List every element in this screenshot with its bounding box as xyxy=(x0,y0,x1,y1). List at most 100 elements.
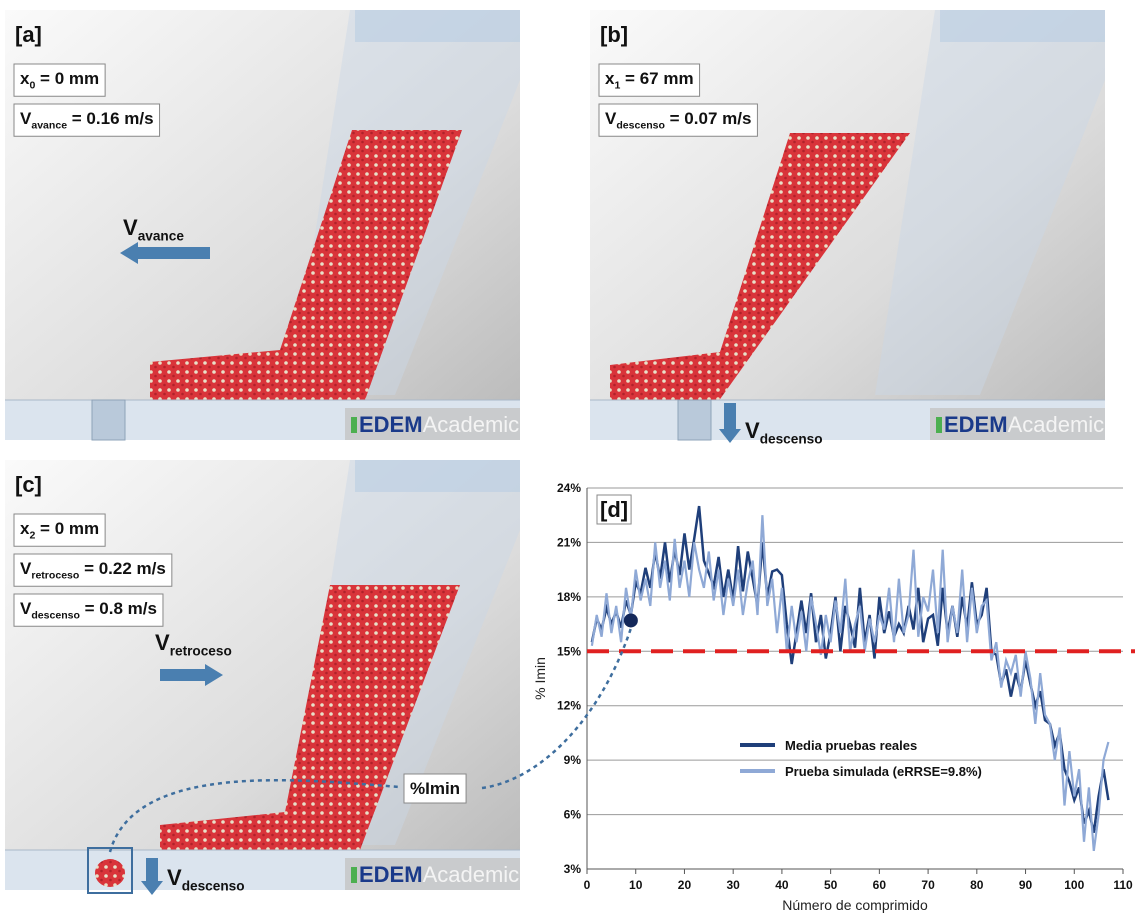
main: V xyxy=(605,109,617,128)
series-line xyxy=(590,515,1110,852)
x-tick-label: 90 xyxy=(1019,878,1033,892)
y-tick-label: 9% xyxy=(564,753,582,767)
rest: = 0.8 m/s xyxy=(80,599,157,618)
sub: descenso xyxy=(182,879,245,894)
sub: descenso xyxy=(760,432,823,447)
x-axis-title: Número de comprimido xyxy=(782,897,928,913)
arrow xyxy=(160,664,223,686)
text-box xyxy=(13,103,161,137)
logo: EDEMAcademic xyxy=(359,862,519,887)
hopper-top xyxy=(940,10,1105,42)
x-tick-label: 60 xyxy=(873,878,887,892)
parameter: x1 = 67 mm xyxy=(605,69,694,91)
x-tick-label: 80 xyxy=(970,878,984,892)
logo-bg xyxy=(345,408,520,440)
sample xyxy=(95,859,125,887)
hopper xyxy=(875,10,1105,395)
x-tick-label: 110 xyxy=(1113,878,1133,892)
arrow-label: Vavance xyxy=(123,215,184,244)
y-tick-label: 24% xyxy=(557,481,581,495)
logo-light: Academic xyxy=(1008,412,1105,437)
y-tick-label: 3% xyxy=(564,862,582,876)
arrow-label: Vretroceso xyxy=(155,630,232,659)
text-box xyxy=(403,773,467,804)
series-line xyxy=(590,505,1110,833)
logo-icon xyxy=(936,417,942,433)
hopper-top xyxy=(355,460,520,492)
arrow xyxy=(719,403,741,443)
parameter: x2 = 0 mm xyxy=(20,519,99,541)
callout-link xyxy=(108,778,401,853)
y-tick-label: 21% xyxy=(557,535,581,549)
logo-icon xyxy=(351,417,357,433)
parameter: Vavance = 0.16 m/s xyxy=(20,109,154,131)
logo-bold: EDEM xyxy=(359,862,423,887)
main: V xyxy=(20,599,32,618)
rest: = 0 mm xyxy=(35,69,99,88)
powder-bed xyxy=(160,585,460,850)
y-tick-label: 18% xyxy=(557,590,581,604)
text-box xyxy=(13,513,106,547)
sub: 2 xyxy=(29,529,35,541)
logo-bg xyxy=(345,858,520,890)
sub: 1 xyxy=(614,79,620,91)
y-tick-label: 12% xyxy=(557,699,581,713)
x-tick-label: 30 xyxy=(727,878,741,892)
sub: avance xyxy=(138,229,185,244)
logo-bg xyxy=(930,408,1105,440)
logo-bold: EDEM xyxy=(944,412,1008,437)
parameter: Vdescenso = 0.07 m/s xyxy=(605,109,751,131)
arrow-label: Vdescenso xyxy=(167,865,245,894)
arrow xyxy=(120,242,210,264)
rest: = 67 mm xyxy=(620,69,693,88)
logo: EDEMAcademic xyxy=(359,412,519,437)
logo-icon xyxy=(351,867,357,883)
text-box xyxy=(598,103,758,137)
arrow xyxy=(141,858,163,895)
sub: descenso xyxy=(31,609,80,621)
text-box xyxy=(13,593,164,627)
logo-light: Academic xyxy=(423,412,520,437)
callout: %Imin xyxy=(410,779,460,798)
chart-label: [d] xyxy=(600,497,628,522)
main: V xyxy=(745,418,760,443)
text-box xyxy=(13,63,106,97)
main: x xyxy=(20,519,30,538)
x-tick-label: 40 xyxy=(775,878,789,892)
legend-label: Media pruebas reales xyxy=(785,738,917,753)
x-tick-label: 20 xyxy=(678,878,692,892)
legend-label: Prueba simulada (eRRSE=9.8%) xyxy=(785,764,982,779)
x-tick-label: 0 xyxy=(584,878,591,892)
panel-label: [c] xyxy=(15,472,42,497)
logo-light: Academic xyxy=(423,862,520,887)
sub: retroceso xyxy=(31,569,80,581)
logo-bold: EDEM xyxy=(359,412,423,437)
arrow-label: Vdescenso xyxy=(745,418,823,447)
rest: = 0.16 m/s xyxy=(67,109,153,128)
text-box xyxy=(13,553,173,587)
main: V xyxy=(155,630,170,655)
callout-link xyxy=(481,628,633,790)
text-box xyxy=(598,63,701,97)
parameter: Vdescenso = 0.8 m/s xyxy=(20,599,157,621)
sub: avance xyxy=(31,119,67,131)
x-tick-label: 10 xyxy=(629,878,643,892)
powder-bed xyxy=(150,130,462,400)
die xyxy=(677,399,712,441)
main: x xyxy=(605,69,615,88)
main: V xyxy=(123,215,138,240)
x-tick-label: 100 xyxy=(1064,878,1084,892)
panel-label: [b] xyxy=(600,22,628,47)
hopper-top xyxy=(355,10,520,42)
powder-bed xyxy=(610,133,910,402)
sub: descenso xyxy=(616,119,665,131)
die xyxy=(91,399,126,441)
x-tick-label: 50 xyxy=(824,878,838,892)
marker xyxy=(623,613,638,628)
main: V xyxy=(20,109,32,128)
x-tick-label: 70 xyxy=(921,878,935,892)
